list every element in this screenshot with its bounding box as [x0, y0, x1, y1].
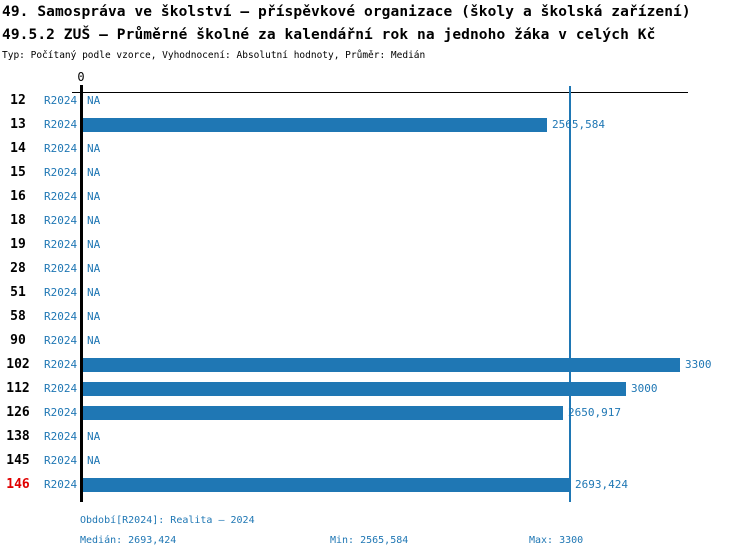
value-label: 2565,584 — [552, 118, 605, 131]
row-period-label: R2024 — [44, 262, 78, 275]
na-label: NA — [87, 334, 101, 347]
footer-min-label: Min: 2565,584 — [330, 535, 409, 546]
row-id-label: 138 — [6, 429, 30, 444]
row-period-label: R2024 — [44, 142, 78, 155]
row-period-label: R2024 — [44, 478, 78, 491]
row-period-label: R2024 — [44, 286, 78, 299]
value-label: 2650,917 — [568, 406, 621, 419]
chart-row: 28 R2024 NA — [0, 257, 750, 281]
value-label: 2693,424 — [575, 478, 628, 491]
value-label: 3000 — [631, 382, 658, 395]
chart-row: 18 R2024 NA — [0, 209, 750, 233]
na-label: NA — [87, 310, 101, 323]
row-id-label: 51 — [10, 285, 26, 300]
row-period-label: R2024 — [44, 430, 78, 443]
row-period-label: R2024 — [44, 94, 78, 107]
report-title-line1: 49. Samospráva ve školství – příspěvkové… — [2, 4, 691, 20]
chart-row: 12 R2024 NA — [0, 89, 750, 113]
value-bar — [83, 358, 680, 372]
row-id-label: 102 — [6, 357, 30, 372]
na-label: NA — [87, 430, 101, 443]
row-id-label: 14 — [10, 141, 26, 156]
row-period-label: R2024 — [44, 358, 78, 371]
row-id-label: 12 — [10, 93, 26, 108]
row-id-label: 126 — [6, 405, 30, 420]
row-period-label: R2024 — [44, 454, 78, 467]
na-label: NA — [87, 238, 101, 251]
value-label: 3300 — [685, 358, 712, 371]
value-bar — [83, 478, 571, 492]
row-id-label: 19 — [10, 237, 26, 252]
axis-zero-tick-label: 0 — [77, 70, 85, 84]
row-id-label: 16 — [10, 189, 26, 204]
row-period-label: R2024 — [44, 190, 78, 203]
chart-row: 58 R2024 NA — [0, 305, 750, 329]
report-subtitle: Typ: Počítaný podle vzorce, Vyhodnocení:… — [2, 50, 426, 61]
chart-row: 138 R2024 NA — [0, 425, 750, 449]
row-id-label: 28 — [10, 261, 26, 276]
chart-y-axis-line — [80, 85, 83, 502]
chart-row: 102 R2024 3300 — [0, 353, 750, 377]
chart-row: 112 R2024 3000 — [0, 377, 750, 401]
row-period-label: R2024 — [44, 118, 78, 131]
row-period-label: R2024 — [44, 214, 78, 227]
footer-period-label: Období[R2024]: Realita – 2024 — [80, 515, 255, 526]
row-id-label: 58 — [10, 309, 26, 324]
chart-row: 126 R2024 2650,917 — [0, 401, 750, 425]
report-title-line2: 49.5.2 ZUŠ – Průměrné školné za kalendář… — [2, 27, 656, 43]
row-id-label: 146 — [6, 477, 30, 492]
chart-row: 51 R2024 NA — [0, 281, 750, 305]
footer-median-label: Medián: 2693,424 — [80, 535, 177, 546]
row-period-label: R2024 — [44, 382, 78, 395]
row-period-label: R2024 — [44, 334, 78, 347]
chart-row: 14 R2024 NA — [0, 137, 750, 161]
na-label: NA — [87, 190, 101, 203]
row-period-label: R2024 — [44, 406, 78, 419]
chart-row: 13 R2024 2565,584 — [0, 113, 750, 137]
footer-max-label: Max: 3300 — [529, 535, 584, 546]
row-id-label: 145 — [6, 453, 30, 468]
row-id-label: 13 — [10, 117, 26, 132]
chart-top-axis-line — [72, 92, 688, 93]
row-period-label: R2024 — [44, 238, 78, 251]
na-label: NA — [87, 262, 101, 275]
chart-row: 16 R2024 NA — [0, 185, 750, 209]
chart-row: 19 R2024 NA — [0, 233, 750, 257]
na-label: NA — [87, 94, 101, 107]
chart-rows: 12 R2024 NA 13 R2024 2565,584 14 R2024 NA 15 R2024… — [0, 89, 750, 497]
chart-row: 146 R2024 2693,424 — [0, 473, 750, 497]
row-id-label: 18 — [10, 213, 26, 228]
na-label: NA — [87, 166, 101, 179]
row-period-label: R2024 — [44, 310, 78, 323]
na-label: NA — [87, 286, 101, 299]
na-label: NA — [87, 454, 101, 467]
value-bar — [83, 382, 626, 396]
value-bar — [83, 406, 563, 420]
chart-row: 145 R2024 NA — [0, 449, 750, 473]
chart-row: 15 R2024 NA — [0, 161, 750, 185]
row-period-label: R2024 — [44, 166, 78, 179]
median-reference-line — [569, 86, 571, 502]
na-label: NA — [87, 142, 101, 155]
row-id-label: 112 — [6, 381, 30, 396]
na-label: NA — [87, 214, 101, 227]
row-id-label: 15 — [10, 165, 26, 180]
row-id-label: 90 — [10, 333, 26, 348]
chart-row: 90 R2024 NA — [0, 329, 750, 353]
value-bar — [83, 118, 548, 132]
